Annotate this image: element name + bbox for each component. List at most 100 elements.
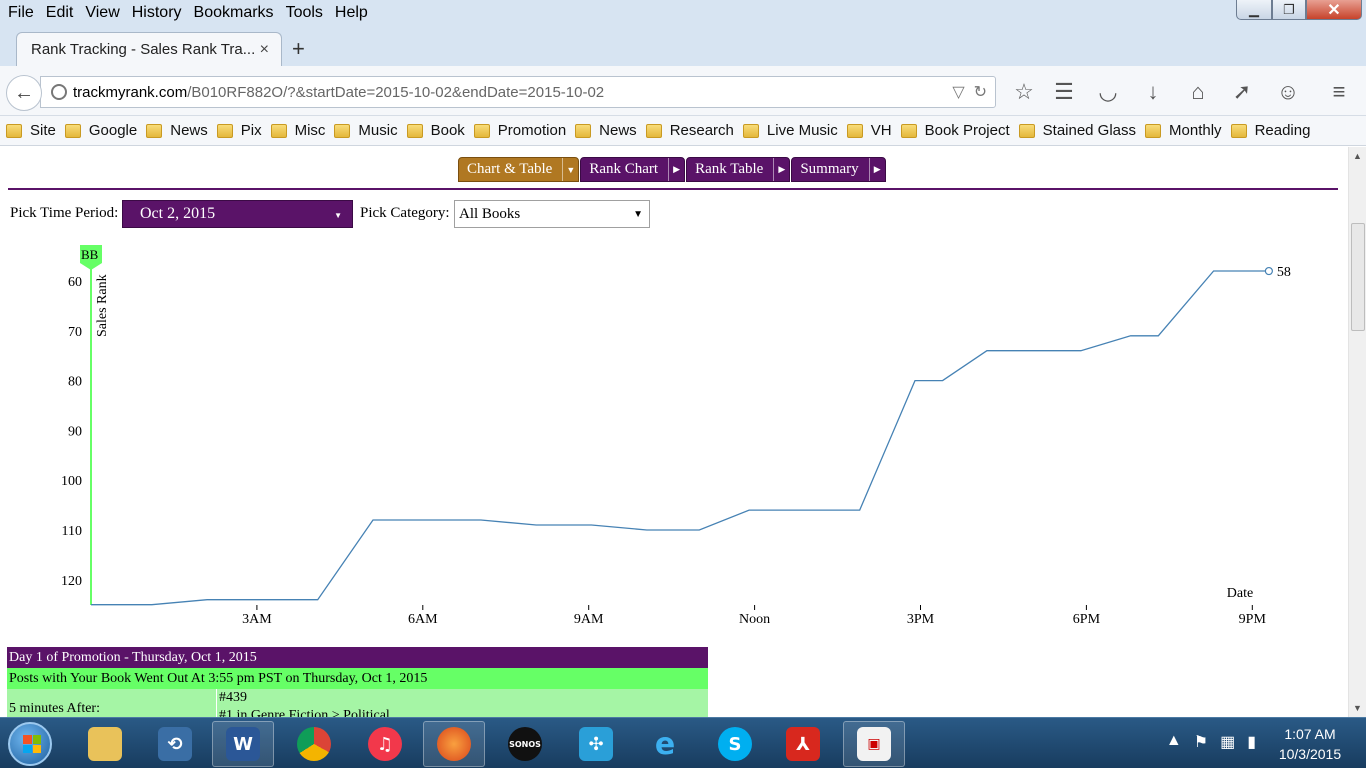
home-icon[interactable]: ⌂	[1191, 79, 1205, 104]
bookmark-folder-vh[interactable]: VH	[846, 122, 892, 139]
y-tick-label: 120	[61, 574, 82, 589]
bookmark-folder-book[interactable]: Book	[406, 122, 465, 139]
sonos-taskbar-button[interactable]: SONOS	[494, 721, 556, 767]
bookmark-label: Promotion	[497, 122, 567, 139]
bookmark-folder-research[interactable]: Research	[645, 122, 734, 139]
download-icon[interactable]: ↓	[1147, 79, 1159, 104]
scroll-down-icon[interactable]: ▼	[1353, 703, 1362, 713]
x-tick-label: 3AM	[242, 612, 272, 627]
y-tick-label: 60	[68, 275, 82, 290]
browser-tab[interactable]: Rank Tracking - Sales Rank Tra... ×	[16, 32, 282, 66]
bookmark-folder-monthly[interactable]: Monthly	[1145, 122, 1222, 139]
tab-strip: Rank Tracking - Sales Rank Tra... × +	[0, 30, 1366, 66]
reading-list-icon[interactable]: ☰	[1054, 79, 1074, 104]
last-value-label: 58	[1277, 265, 1291, 280]
itunes-taskbar-button[interactable]: ♫	[354, 721, 416, 767]
divider	[8, 188, 1338, 190]
bookmark-label: Research	[669, 122, 734, 139]
vertical-scrollbar[interactable]: ▲ ▼	[1348, 147, 1366, 717]
bookmark-folder-music[interactable]: Music	[334, 122, 398, 139]
skype-taskbar-button[interactable]: S	[704, 721, 766, 767]
menu-edit[interactable]: Edit	[45, 4, 74, 21]
promotion-subheader: Posts with Your Book Went Out At 3:55 pm…	[7, 668, 708, 689]
chrome-icon	[297, 727, 331, 761]
firefox-taskbar-button[interactable]	[423, 721, 485, 767]
bookmark-label: Google	[88, 122, 138, 139]
launcher-taskbar-button[interactable]: ⟲	[144, 721, 206, 767]
people-taskbar-button[interactable]: ✣	[565, 721, 627, 767]
chevron-right-icon[interactable]: ▶	[773, 158, 789, 181]
tab-rank-table[interactable]: Rank Table ▶	[686, 157, 791, 182]
tab-close-icon[interactable]: ×	[259, 41, 269, 58]
folder-icon	[6, 123, 22, 138]
file-explorer-taskbar-button[interactable]	[74, 721, 136, 767]
scroll-up-icon[interactable]: ▲	[1353, 151, 1362, 161]
folder-icon	[846, 123, 863, 138]
new-tab-button[interactable]: +	[292, 36, 305, 61]
menu-help[interactable]: Help	[334, 4, 368, 21]
send-icon[interactable]: ➚	[1232, 79, 1252, 104]
bookmark-folder-promotion[interactable]: Promotion	[473, 122, 567, 139]
category-select[interactable]: All Books ▼	[454, 200, 650, 228]
chevron-right-icon[interactable]: ▶	[668, 158, 684, 181]
tab-chart-table[interactable]: Chart & Table ▼	[458, 157, 580, 182]
firefox-icon	[437, 727, 471, 761]
folder-icon	[575, 123, 592, 138]
chrome-taskbar-button[interactable]	[283, 721, 345, 767]
bookmark-folder-google[interactable]: Google	[64, 122, 138, 139]
bookmark-folder-pix[interactable]: Pix	[216, 122, 262, 139]
x-tick-label: 9AM	[574, 612, 604, 627]
close-window-button[interactable]: ✕	[1306, 0, 1362, 20]
smiley-icon[interactable]: ☺	[1276, 79, 1300, 104]
pinned-app-taskbar-button[interactable]: ▣	[843, 721, 905, 767]
bookmark-folder-news[interactable]: News	[575, 122, 637, 139]
minimize-button[interactable]: ▁	[1236, 0, 1272, 20]
x-tick-label: 6PM	[1073, 612, 1101, 627]
network-icon[interactable]: ▦	[1220, 734, 1236, 751]
menu-view[interactable]: View	[85, 4, 120, 21]
internet-explorer-taskbar-button[interactable]: e	[634, 721, 696, 767]
bookmark-folder-misc[interactable]: Misc	[270, 122, 326, 139]
bookmark-folder-stained-glass[interactable]: Stained Glass	[1018, 122, 1136, 139]
bookmark-folder-live-music[interactable]: Live Music	[742, 122, 838, 139]
url-bar[interactable]: trackmyrank.com/B010RF882O/?&startDate=2…	[40, 76, 996, 108]
system-clock[interactable]: 1:07 AM 10/3/2015	[1268, 724, 1352, 764]
tab-rank-chart[interactable]: Rank Chart ▶	[580, 157, 686, 182]
tab-summary[interactable]: Summary ▶	[791, 157, 886, 182]
start-button[interactable]	[8, 722, 52, 766]
bookmark-label: Misc	[294, 122, 326, 139]
scrollbar-thumb[interactable]	[1351, 223, 1365, 331]
chevron-right-icon[interactable]: ▶	[868, 158, 885, 181]
sales-rank-chart: BB Sales Rank 60 70 80 90 100 110 120 3AM 6AM 9AM No…	[61, 245, 1291, 627]
hamburger-menu-icon[interactable]: ≡	[1332, 79, 1346, 104]
marker-flag	[80, 245, 102, 270]
menu-file[interactable]: File	[8, 4, 34, 21]
battery-icon[interactable]: ▮	[1247, 734, 1256, 751]
time-period-select[interactable]: Oct 2, 2015 ▼	[122, 200, 353, 228]
back-button[interactable]: ←	[6, 75, 42, 111]
folder-icon	[270, 123, 287, 138]
action-center-flag-icon[interactable]: ⚑	[1193, 734, 1209, 751]
chevron-down-icon[interactable]: ▼	[562, 158, 578, 181]
acrobat-taskbar-button[interactable]: ⅄	[772, 721, 834, 767]
menu-tools[interactable]: Tools	[285, 4, 323, 21]
folder-icon	[406, 123, 423, 138]
bookmark-folder-reading[interactable]: Reading	[1230, 122, 1310, 139]
tab-label: Rank Chart	[589, 161, 659, 177]
menu-bookmarks[interactable]: Bookmarks	[193, 4, 274, 21]
word-taskbar-button[interactable]: W	[212, 721, 274, 767]
maximize-button[interactable]: ❐	[1272, 0, 1306, 20]
bookmark-folder-site[interactable]: Site	[6, 122, 56, 139]
pocket-icon[interactable]: ◡	[1098, 79, 1118, 104]
launcher-icon: ⟲	[158, 727, 192, 761]
x-tick-label: 6AM	[408, 612, 438, 627]
url-dropdown-reload-icons[interactable]: ▽ ↻	[952, 84, 987, 101]
bookmark-folder-news[interactable]: News	[146, 122, 208, 139]
show-hidden-icons-icon[interactable]: ▲	[1165, 732, 1182, 749]
bookmark-star-icon[interactable]: ☆	[1014, 79, 1034, 104]
bookmark-folder-book-project[interactable]: Book Project	[900, 122, 1010, 139]
menu-history[interactable]: History	[131, 4, 182, 21]
promotion-rank: #439	[219, 690, 247, 705]
url-host: trackmyrank.com	[73, 83, 188, 101]
y-tick-label: 100	[61, 474, 82, 489]
